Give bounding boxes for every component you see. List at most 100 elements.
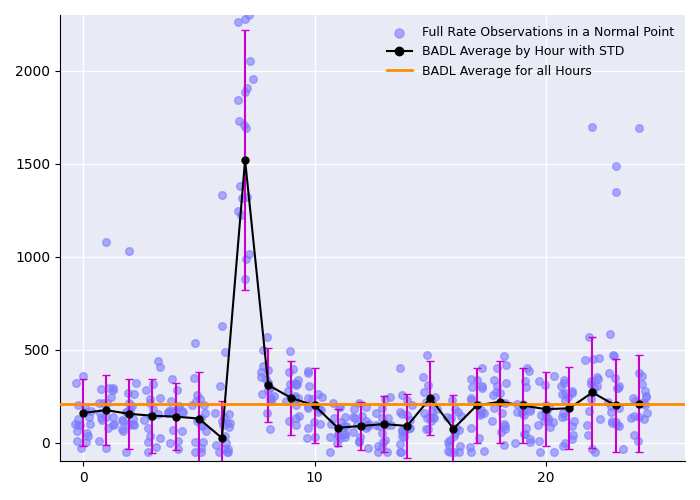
Full Rate Observations in a Normal Point — [302, 424, 314, 432]
Full Rate Observations in a Normal Point — [581, 421, 592, 429]
Full Rate Observations in a Normal Point — [559, 378, 570, 386]
Full Rate Observations in a Normal Point — [243, 11, 254, 19]
Full Rate Observations in a Normal Point — [417, 374, 428, 382]
Full Rate Observations in a Normal Point — [426, 400, 438, 407]
Full Rate Observations in a Normal Point — [144, 395, 155, 403]
BADL Average by Hour with STD — [519, 402, 527, 408]
Full Rate Observations in a Normal Point — [445, 414, 456, 422]
Full Rate Observations in a Normal Point — [397, 410, 408, 418]
Full Rate Observations in a Normal Point — [262, 378, 274, 386]
Full Rate Observations in a Normal Point — [101, 444, 112, 452]
Full Rate Observations in a Normal Point — [449, 404, 460, 412]
Full Rate Observations in a Normal Point — [628, 431, 639, 439]
Full Rate Observations in a Normal Point — [510, 440, 521, 448]
Full Rate Observations in a Normal Point — [566, 387, 578, 395]
Full Rate Observations in a Normal Point — [173, 403, 184, 411]
Full Rate Observations in a Normal Point — [357, 412, 368, 420]
Full Rate Observations in a Normal Point — [394, 364, 405, 372]
Full Rate Observations in a Normal Point — [475, 410, 486, 418]
Full Rate Observations in a Normal Point — [354, 438, 365, 446]
Full Rate Observations in a Normal Point — [407, 400, 418, 408]
Full Rate Observations in a Normal Point — [294, 412, 305, 420]
Full Rate Observations in a Normal Point — [177, 407, 188, 415]
Full Rate Observations in a Normal Point — [586, 377, 597, 385]
Full Rate Observations in a Normal Point — [539, 408, 550, 416]
Full Rate Observations in a Normal Point — [220, 440, 232, 448]
Full Rate Observations in a Normal Point — [489, 376, 500, 384]
BADL Average by Hour with STD — [611, 402, 620, 408]
Full Rate Observations in a Normal Point — [143, 424, 154, 432]
Full Rate Observations in a Normal Point — [317, 392, 328, 400]
Full Rate Observations in a Normal Point — [559, 439, 570, 447]
Full Rate Observations in a Normal Point — [348, 428, 359, 436]
Full Rate Observations in a Normal Point — [542, 418, 554, 426]
Full Rate Observations in a Normal Point — [476, 406, 487, 414]
Full Rate Observations in a Normal Point — [143, 448, 154, 456]
Full Rate Observations in a Normal Point — [220, 348, 231, 356]
Full Rate Observations in a Normal Point — [404, 424, 415, 432]
Full Rate Observations in a Normal Point — [79, 402, 90, 410]
Full Rate Observations in a Normal Point — [233, 116, 244, 124]
Full Rate Observations in a Normal Point — [548, 372, 559, 380]
Full Rate Observations in a Normal Point — [127, 420, 139, 428]
BADL Average by Hour with STD — [542, 406, 550, 412]
Full Rate Observations in a Normal Point — [559, 396, 570, 404]
Full Rate Observations in a Normal Point — [312, 390, 323, 398]
Full Rate Observations in a Normal Point — [557, 409, 568, 417]
Full Rate Observations in a Normal Point — [102, 400, 113, 407]
Full Rate Observations in a Normal Point — [334, 434, 345, 442]
Full Rate Observations in a Normal Point — [559, 390, 570, 398]
Full Rate Observations in a Normal Point — [265, 396, 276, 404]
Full Rate Observations in a Normal Point — [331, 438, 342, 446]
Full Rate Observations in a Normal Point — [422, 382, 433, 390]
Full Rate Observations in a Normal Point — [128, 421, 139, 429]
Full Rate Observations in a Normal Point — [363, 444, 374, 452]
Full Rate Observations in a Normal Point — [290, 381, 302, 389]
Full Rate Observations in a Normal Point — [262, 366, 274, 374]
Full Rate Observations in a Normal Point — [216, 417, 228, 425]
Full Rate Observations in a Normal Point — [637, 380, 648, 388]
Full Rate Observations in a Normal Point — [524, 435, 536, 443]
Full Rate Observations in a Normal Point — [476, 384, 487, 392]
Full Rate Observations in a Normal Point — [557, 442, 568, 450]
Full Rate Observations in a Normal Point — [176, 427, 188, 435]
Full Rate Observations in a Normal Point — [533, 421, 544, 429]
Full Rate Observations in a Normal Point — [334, 404, 345, 411]
BADL Average by Hour with STD — [79, 410, 88, 416]
Full Rate Observations in a Normal Point — [583, 432, 594, 440]
Full Rate Observations in a Normal Point — [141, 386, 152, 394]
Full Rate Observations in a Normal Point — [489, 404, 500, 412]
Full Rate Observations in a Normal Point — [80, 438, 92, 446]
Full Rate Observations in a Normal Point — [146, 412, 157, 420]
Full Rate Observations in a Normal Point — [379, 419, 391, 427]
Line: BADL Average by Hour with STD: BADL Average by Hour with STD — [80, 156, 642, 442]
Full Rate Observations in a Normal Point — [256, 373, 267, 381]
Full Rate Observations in a Normal Point — [402, 411, 413, 419]
Full Rate Observations in a Normal Point — [587, 388, 598, 396]
Full Rate Observations in a Normal Point — [474, 434, 485, 442]
Full Rate Observations in a Normal Point — [589, 448, 600, 456]
Full Rate Observations in a Normal Point — [363, 420, 374, 428]
Full Rate Observations in a Normal Point — [150, 443, 162, 451]
Full Rate Observations in a Normal Point — [361, 421, 372, 429]
BADL Average for all Hours — [79, 400, 88, 406]
Full Rate Observations in a Normal Point — [232, 18, 244, 26]
Full Rate Observations in a Normal Point — [328, 400, 339, 407]
Full Rate Observations in a Normal Point — [517, 407, 528, 415]
Full Rate Observations in a Normal Point — [216, 192, 228, 200]
Full Rate Observations in a Normal Point — [265, 424, 276, 432]
Full Rate Observations in a Normal Point — [244, 57, 256, 65]
Full Rate Observations in a Normal Point — [72, 427, 83, 435]
Full Rate Observations in a Normal Point — [478, 447, 489, 455]
Full Rate Observations in a Normal Point — [475, 410, 486, 418]
Full Rate Observations in a Normal Point — [542, 406, 553, 414]
Full Rate Observations in a Normal Point — [190, 438, 201, 446]
Full Rate Observations in a Normal Point — [543, 403, 554, 411]
Full Rate Observations in a Normal Point — [302, 404, 314, 412]
Full Rate Observations in a Normal Point — [382, 414, 393, 422]
Full Rate Observations in a Normal Point — [340, 422, 351, 430]
Full Rate Observations in a Normal Point — [524, 368, 535, 376]
Full Rate Observations in a Normal Point — [240, 254, 251, 262]
Full Rate Observations in a Normal Point — [640, 387, 651, 395]
Full Rate Observations in a Normal Point — [583, 332, 594, 340]
